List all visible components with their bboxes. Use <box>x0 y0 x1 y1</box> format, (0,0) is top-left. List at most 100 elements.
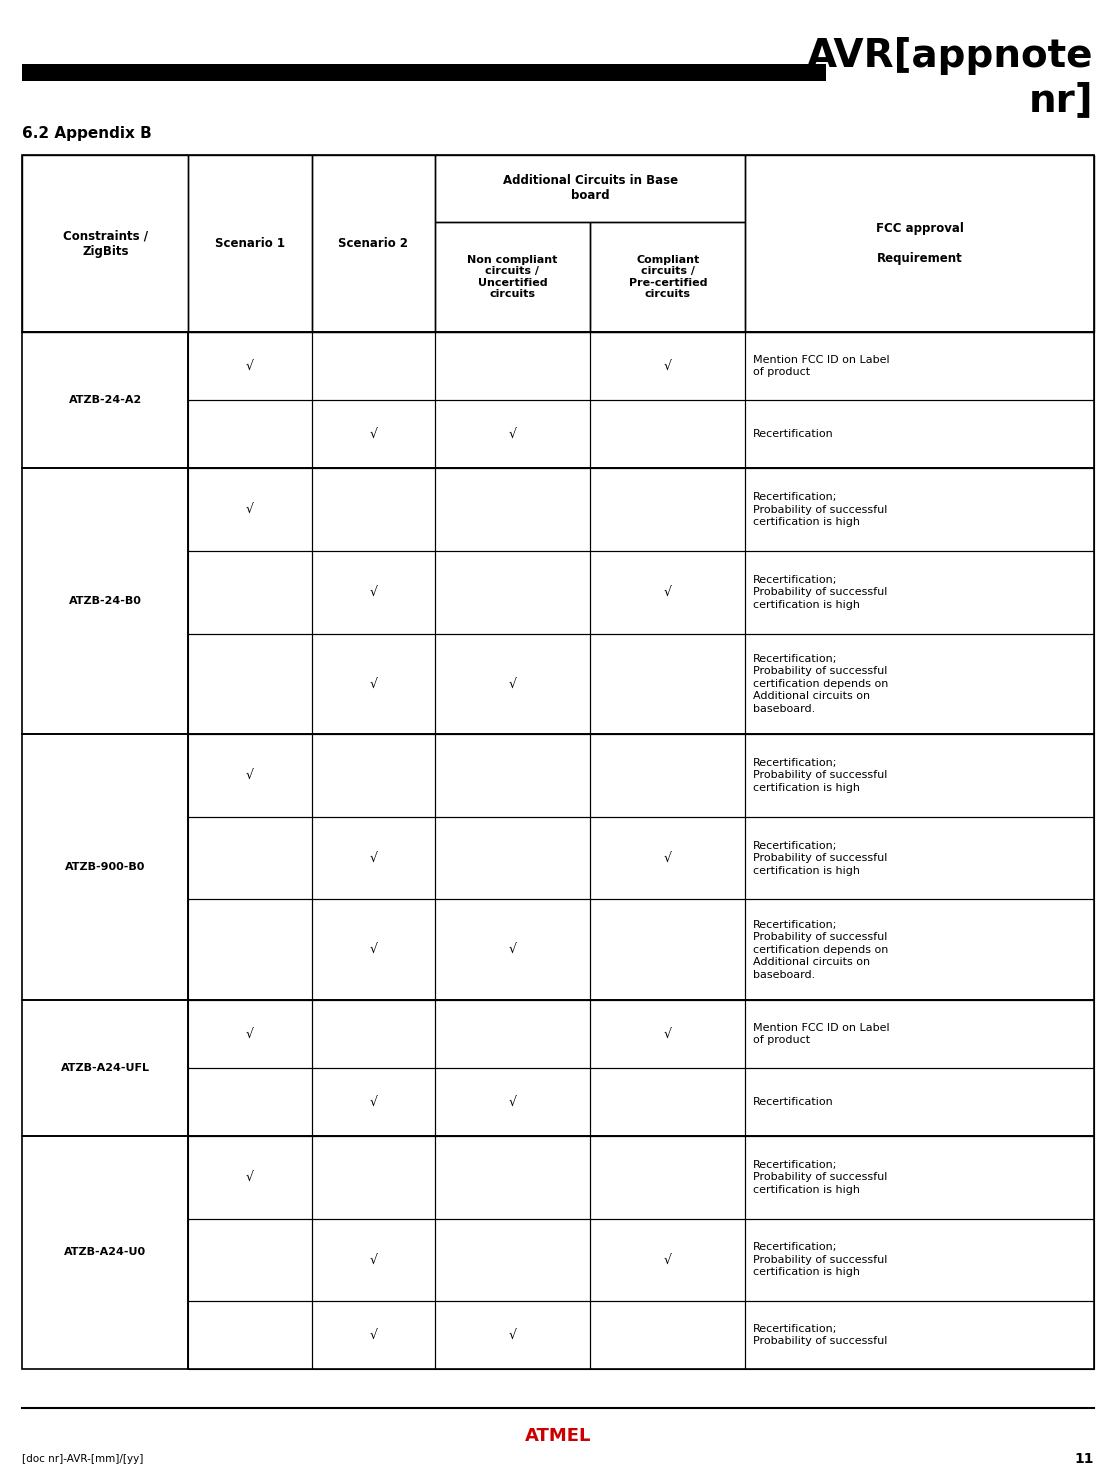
Text: √: √ <box>246 1028 254 1040</box>
Bar <box>311 1136 435 1219</box>
Bar <box>189 1000 1094 1136</box>
Text: Recertification: Recertification <box>753 1097 834 1106</box>
Bar <box>745 634 1094 734</box>
Bar <box>590 332 745 400</box>
Bar <box>590 1136 745 1219</box>
Bar <box>435 1000 590 1068</box>
Text: √: √ <box>369 1096 377 1108</box>
Bar <box>311 634 435 734</box>
Bar <box>590 222 745 332</box>
Bar <box>22 155 189 332</box>
Text: 11: 11 <box>1075 1452 1094 1467</box>
Text: Recertification;
Probability of successful
certification depends on
Additional c: Recertification; Probability of successf… <box>753 920 888 979</box>
Text: FCC approval

Requirement: FCC approval Requirement <box>876 222 963 266</box>
Text: √: √ <box>664 360 672 372</box>
Bar <box>435 1068 590 1136</box>
Text: √: √ <box>246 360 254 372</box>
Bar <box>311 551 435 634</box>
Bar <box>189 734 1094 1000</box>
Bar <box>590 400 745 468</box>
Bar <box>189 734 311 817</box>
Bar <box>435 155 745 222</box>
Bar <box>745 155 1094 332</box>
Bar <box>189 468 1094 734</box>
Bar <box>435 468 590 551</box>
Text: √: √ <box>369 586 377 598</box>
Bar <box>189 1219 311 1301</box>
Bar <box>435 1301 590 1369</box>
Bar <box>745 551 1094 634</box>
Text: Scenario 1: Scenario 1 <box>215 238 285 250</box>
Text: √: √ <box>369 1254 377 1266</box>
Bar <box>590 817 745 899</box>
Bar <box>435 1136 590 1219</box>
Bar <box>590 1219 745 1301</box>
Text: √: √ <box>509 944 517 956</box>
Text: √: √ <box>664 1028 672 1040</box>
Bar <box>189 634 311 734</box>
Text: √: √ <box>369 852 377 864</box>
Bar <box>590 1068 745 1136</box>
Text: √: √ <box>509 428 517 440</box>
Bar <box>189 1000 311 1068</box>
Bar <box>311 155 435 332</box>
Bar <box>189 1301 311 1369</box>
Bar <box>435 817 590 899</box>
Text: ATZB-900-B0: ATZB-900-B0 <box>65 863 145 871</box>
Bar <box>590 899 745 1000</box>
Bar <box>311 332 435 400</box>
Text: √: √ <box>509 678 517 690</box>
Bar <box>22 155 1094 332</box>
Bar <box>22 155 1094 332</box>
Bar <box>189 1136 311 1219</box>
Text: Scenario 2: Scenario 2 <box>338 238 408 250</box>
Bar <box>189 155 311 332</box>
Bar <box>22 468 189 734</box>
Text: ATZB-24-A2: ATZB-24-A2 <box>69 396 142 405</box>
Bar <box>745 332 1094 400</box>
Bar <box>435 634 590 734</box>
Text: √: √ <box>509 1329 517 1341</box>
Text: Recertification;
Probability of successful: Recertification; Probability of successf… <box>753 1323 887 1347</box>
Text: 6.2 Appendix B: 6.2 Appendix B <box>22 126 152 140</box>
Bar <box>22 332 189 468</box>
Text: Recertification;
Probability of successful
certification is high: Recertification; Probability of successf… <box>753 1159 887 1195</box>
Bar <box>311 1301 435 1369</box>
Text: ATZB-24-B0: ATZB-24-B0 <box>69 597 142 606</box>
Bar <box>189 817 311 899</box>
Bar <box>189 1068 311 1136</box>
Text: Additional Circuits in Base
board: Additional Circuits in Base board <box>502 174 677 202</box>
Bar <box>590 634 745 734</box>
Text: Recertification;
Probability of successful
certification is high: Recertification; Probability of successf… <box>753 1242 887 1278</box>
Bar <box>745 734 1094 817</box>
Text: Recertification;
Probability of successful
certification depends on
Additional c: Recertification; Probability of successf… <box>753 654 888 713</box>
Bar <box>189 468 311 551</box>
Text: Non compliant
circuits /
Uncertified
circuits: Non compliant circuits / Uncertified cir… <box>468 254 558 300</box>
Bar <box>745 899 1094 1000</box>
Bar <box>311 817 435 899</box>
Bar <box>311 468 435 551</box>
Bar <box>311 899 435 1000</box>
Text: √: √ <box>369 1329 377 1341</box>
Bar <box>745 817 1094 899</box>
Text: √: √ <box>246 770 254 781</box>
Bar <box>435 899 590 1000</box>
Text: ATMEL: ATMEL <box>525 1427 591 1445</box>
Bar <box>189 1136 1094 1369</box>
Text: Mention FCC ID on Label
of product: Mention FCC ID on Label of product <box>753 1022 889 1046</box>
Bar <box>22 1000 189 1136</box>
Bar <box>189 400 311 468</box>
Bar <box>745 1301 1094 1369</box>
Bar <box>22 64 826 81</box>
Bar <box>435 551 590 634</box>
Bar <box>435 400 590 468</box>
Text: Mention FCC ID on Label
of product: Mention FCC ID on Label of product <box>753 354 889 378</box>
Text: √: √ <box>369 944 377 956</box>
Text: AVR[appnote
nr]: AVR[appnote nr] <box>807 37 1094 120</box>
Bar <box>745 400 1094 468</box>
Text: ATZB-A24-U0: ATZB-A24-U0 <box>65 1248 146 1257</box>
Bar <box>435 734 590 817</box>
Text: ATZB-A24-UFL: ATZB-A24-UFL <box>61 1063 150 1072</box>
Text: √: √ <box>369 428 377 440</box>
Bar <box>590 1000 745 1068</box>
